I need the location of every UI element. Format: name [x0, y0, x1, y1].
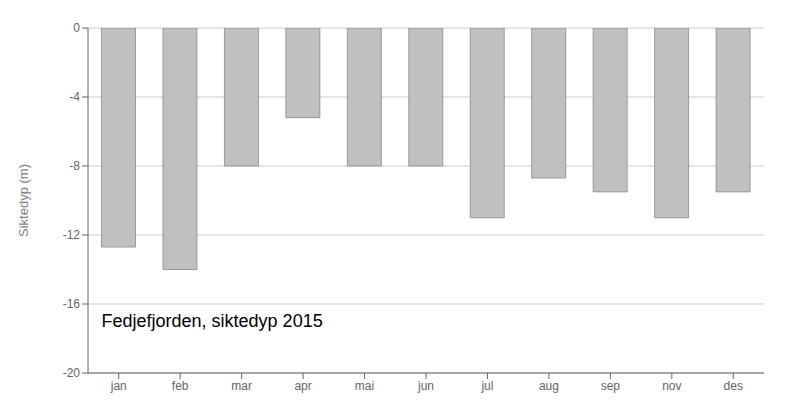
svg-text:-4: -4	[69, 90, 80, 104]
svg-text:Siktedyp (m): Siktedyp (m)	[16, 164, 31, 237]
svg-text:-8: -8	[69, 159, 80, 173]
svg-text:jul: jul	[480, 379, 493, 393]
svg-text:nov: nov	[662, 379, 681, 393]
svg-text:jun: jun	[417, 379, 434, 393]
html-text:Fedjefjorden, siktedyp 2015: Fedjefjorden, siktedyp 2015	[101, 310, 323, 331]
svg-text:-12: -12	[63, 228, 81, 242]
svg-text:-16: -16	[63, 297, 81, 311]
svg-text:sep: sep	[601, 379, 621, 393]
svg-text:aug: aug	[539, 379, 559, 393]
svg-text:-20: -20	[63, 366, 81, 380]
svg-text:feb: feb	[172, 379, 189, 393]
svg-text:mar: mar	[231, 379, 252, 393]
svg-text:jan: jan	[110, 379, 127, 393]
svg-text:0: 0	[73, 21, 80, 35]
svg-text:des: des	[724, 379, 743, 393]
svg-text:mai: mai	[355, 379, 374, 393]
svg-text:apr: apr	[294, 379, 311, 393]
